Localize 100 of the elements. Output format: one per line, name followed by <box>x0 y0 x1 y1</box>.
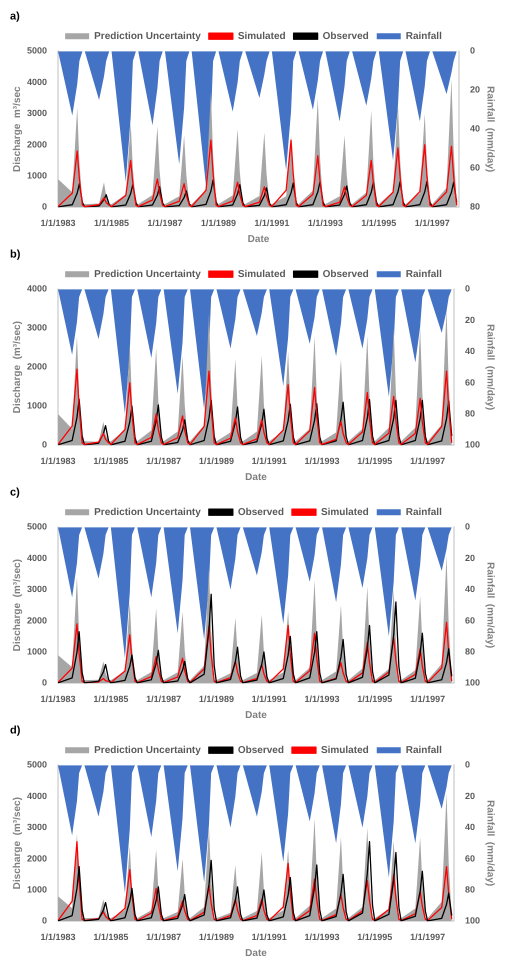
y-axis-title: Discharge (m³/sec) <box>12 321 23 414</box>
y-tick-label: 5000 <box>26 522 48 532</box>
y2-tick-label: 100 <box>464 678 480 688</box>
y2-tick-label: 100 <box>464 916 480 926</box>
y2-tick-label: 0 <box>470 46 476 56</box>
y-tick-label: 3000 <box>26 822 48 832</box>
y2-tick-label: 20 <box>464 314 475 325</box>
x-tick-label: 1/1/1985 <box>93 932 128 942</box>
y-tick-label: 1000 <box>26 884 48 894</box>
x-tick-label: 1/1/1993 <box>308 218 343 228</box>
legend-label: Simulated <box>238 30 286 42</box>
y-tick-label: 2000 <box>26 615 48 626</box>
y2-tick-label: 40 <box>470 124 480 134</box>
x-tick-label: 1/1/1995 <box>357 932 392 942</box>
x-tick-label: 1/1/1993 <box>304 456 340 466</box>
x-tick-label: 1/1/1991 <box>252 694 287 704</box>
y2-tick-label: 20 <box>464 790 475 801</box>
x-tick-label: 1/1/1989 <box>198 694 234 704</box>
y-tick-label: 2000 <box>26 362 48 372</box>
x-tick-label: 1/1/1993 <box>304 932 340 942</box>
x-tick-label: 1/1/1987 <box>146 456 182 466</box>
x-tick-label: 1/1/1997 <box>410 694 446 704</box>
y2-axis-title: Rainfall (mm/day) <box>484 324 496 410</box>
legend-label: Observed <box>238 744 284 756</box>
x-tick-label: 1/1/1983 <box>40 218 76 228</box>
x-tick-label: 1/1/1985 <box>93 694 128 704</box>
y2-tick-label: 0 <box>464 760 470 770</box>
y-axis-title: Discharge (m³/sec) <box>12 797 23 890</box>
y2-tick-label: 40 <box>464 346 475 356</box>
y2-axis-title: Rainfall (mm/day) <box>484 562 496 648</box>
x-tick-label: 1/1/1985 <box>93 456 128 466</box>
legend-label: Simulated <box>238 268 286 280</box>
x-tick-label: 1/1/1989 <box>198 456 234 466</box>
chart-title: c) <box>10 486 20 499</box>
y-tick-label: 1000 <box>26 646 48 656</box>
y2-tick-label: 20 <box>470 84 480 95</box>
y2-tick-label: 80 <box>470 202 480 212</box>
legend-label: Prediction Uncertainty <box>94 268 202 280</box>
x-axis-title: Date <box>245 472 268 483</box>
x-tick-label: 1/1/1989 <box>198 932 234 942</box>
x-tick-label: 1/1/1991 <box>252 456 287 466</box>
legend-label: Rainfall <box>406 506 442 518</box>
x-tick-label: 1/1/1997 <box>410 456 446 466</box>
x-tick-label: 1/1/1987 <box>146 694 182 704</box>
x-tick-label: 1/1/1993 <box>304 694 340 704</box>
y2-tick-label: 60 <box>470 162 480 173</box>
x-tick-label: 1/1/1991 <box>254 218 290 228</box>
x-tick-label: 1/1/1985 <box>94 218 130 228</box>
y2-tick-label: 100 <box>464 440 480 450</box>
x-tick-label: 1/1/1983 <box>40 932 76 942</box>
chart-title: a) <box>10 10 20 23</box>
y-tick-label: 3000 <box>26 584 48 594</box>
y-tick-label: 0 <box>42 916 48 926</box>
x-tick-label: 1/1/1995 <box>361 218 396 228</box>
legend-label: Prediction Uncertainty <box>94 506 202 518</box>
y-axis-title: Discharge m³/sec <box>12 86 23 172</box>
legend-label: Observed <box>322 30 369 42</box>
y-tick-label: 4000 <box>26 76 48 87</box>
y-axis-title: Discharge (m³/sec) <box>12 559 23 652</box>
y2-axis-title: Rainfall (mm/day) <box>484 800 496 886</box>
y-tick-label: 1000 <box>26 170 48 180</box>
legend-label: Observed <box>238 506 284 518</box>
y-tick-label: 3000 <box>26 322 48 333</box>
x-axis-title: Date <box>245 710 268 721</box>
y2-tick-label: 80 <box>464 884 475 894</box>
y2-tick-label: 60 <box>464 615 475 626</box>
y2-tick-label: 0 <box>464 522 470 532</box>
y-tick-label: 4000 <box>26 790 48 801</box>
y2-tick-label: 0 <box>464 284 470 294</box>
y-tick-label: 1000 <box>26 400 48 411</box>
y-tick-label: 5000 <box>26 760 48 770</box>
x-axis-title: Date <box>248 234 270 245</box>
y2-tick-label: 60 <box>464 853 475 864</box>
x-tick-label: 1/1/1997 <box>414 218 450 228</box>
x-tick-label: 1/1/1983 <box>40 694 76 704</box>
y2-tick-label: 20 <box>464 552 475 563</box>
y-tick-label: 4000 <box>26 284 48 294</box>
y-tick-label: 5000 <box>26 46 48 56</box>
x-tick-label: 1/1/1987 <box>146 932 182 942</box>
legend-label: Observed <box>322 268 369 280</box>
x-axis-title: Date <box>245 948 268 959</box>
y-tick-label: 3000 <box>26 108 48 118</box>
legend-label: Prediction Uncertainty <box>94 30 202 42</box>
legend-label: Rainfall <box>406 744 442 756</box>
x-tick-label: 1/1/1995 <box>357 456 392 466</box>
x-tick-label: 1/1/1987 <box>147 218 182 228</box>
y2-axis-title: Rainfall (mm/day) <box>484 86 496 172</box>
legend-label: Simulated <box>320 744 369 756</box>
legend-label: Rainfall <box>406 30 442 42</box>
legend-label: Simulated <box>320 506 369 518</box>
legend-label: Rainfall <box>406 268 442 280</box>
y-tick-label: 0 <box>42 202 48 212</box>
y2-tick-label: 80 <box>464 646 475 656</box>
chart-title: d) <box>10 724 21 737</box>
x-tick-label: 1/1/1989 <box>200 218 236 228</box>
x-tick-label: 1/1/1995 <box>357 694 392 704</box>
x-tick-label: 1/1/1997 <box>410 932 446 942</box>
x-tick-label: 1/1/1991 <box>252 932 287 942</box>
y2-tick-label: 40 <box>464 584 475 594</box>
x-tick-label: 1/1/1983 <box>40 456 76 466</box>
